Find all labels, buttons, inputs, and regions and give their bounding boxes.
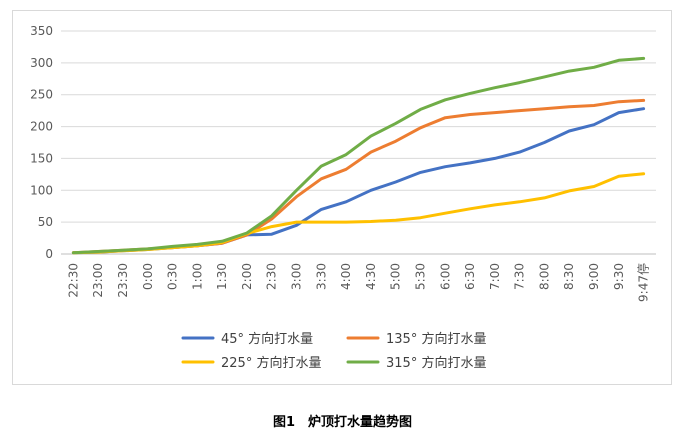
x-tick-label: 1:00 [190,263,204,290]
x-tick-label: 3:30 [314,263,328,290]
x-tick-label: 7:30 [513,263,527,290]
series-line [71,172,646,255]
y-tick-label: 150 [30,151,53,165]
x-tick-label: 23:00 [91,263,105,298]
x-tick-label: 2:30 [265,263,279,290]
legend-label: 135° 方向打水量 [386,331,486,347]
y-tick-label: 200 [30,120,53,134]
y-tick-label: 50 [38,215,53,229]
y-tick-label: 350 [30,24,53,38]
y-tick-label: 300 [30,56,53,70]
x-tick-label: 9:00 [587,263,601,290]
x-tick-label: 22:30 [66,263,80,298]
series-line [71,98,646,255]
y-tick-label: 100 [30,183,53,197]
x-tick-label: 3:00 [290,263,304,290]
x-tick-label: 6:00 [438,263,452,290]
x-tick-label: 9:30 [612,263,626,290]
x-tick-label: 4:30 [364,263,378,290]
y-tick-label: 0 [45,247,53,261]
chart-frame: 0 50 100 150 200 250 300 350 22:30 23:00 23:30 0:0… [12,10,672,385]
x-tick-label: 9:47停 [636,263,651,302]
x-tick-label: 4:00 [339,263,353,290]
x-tick-label: 7:00 [488,263,502,290]
x-tick-label: 1:30 [215,263,229,290]
series-line [71,56,646,255]
legend-label: 315° 方向打水量 [386,355,486,371]
x-tick-label: 0:30 [166,263,180,290]
x-tick-label: 5:30 [413,263,427,290]
x-tick-label: 8:00 [537,263,551,290]
figure-caption: 图1 炉顶打水量趋势图 [272,415,413,430]
x-tick-label: 6:30 [463,263,477,290]
x-tick-label: 5:00 [389,263,403,290]
x-tick-label: 0:00 [141,263,155,290]
y-tick-label: 250 [30,88,53,102]
series-line [71,107,646,255]
trend-line-chart: 0 50 100 150 200 250 300 350 22:30 23:00 23:30 0:0… [30,24,656,371]
x-tick-label: 8:30 [562,263,576,290]
legend-label: 225° 方向打水量 [221,355,321,371]
x-tick-label: 2:00 [240,263,254,290]
x-tick-label: 23:30 [116,263,130,298]
legend-label: 45° 方向打水量 [221,331,313,347]
